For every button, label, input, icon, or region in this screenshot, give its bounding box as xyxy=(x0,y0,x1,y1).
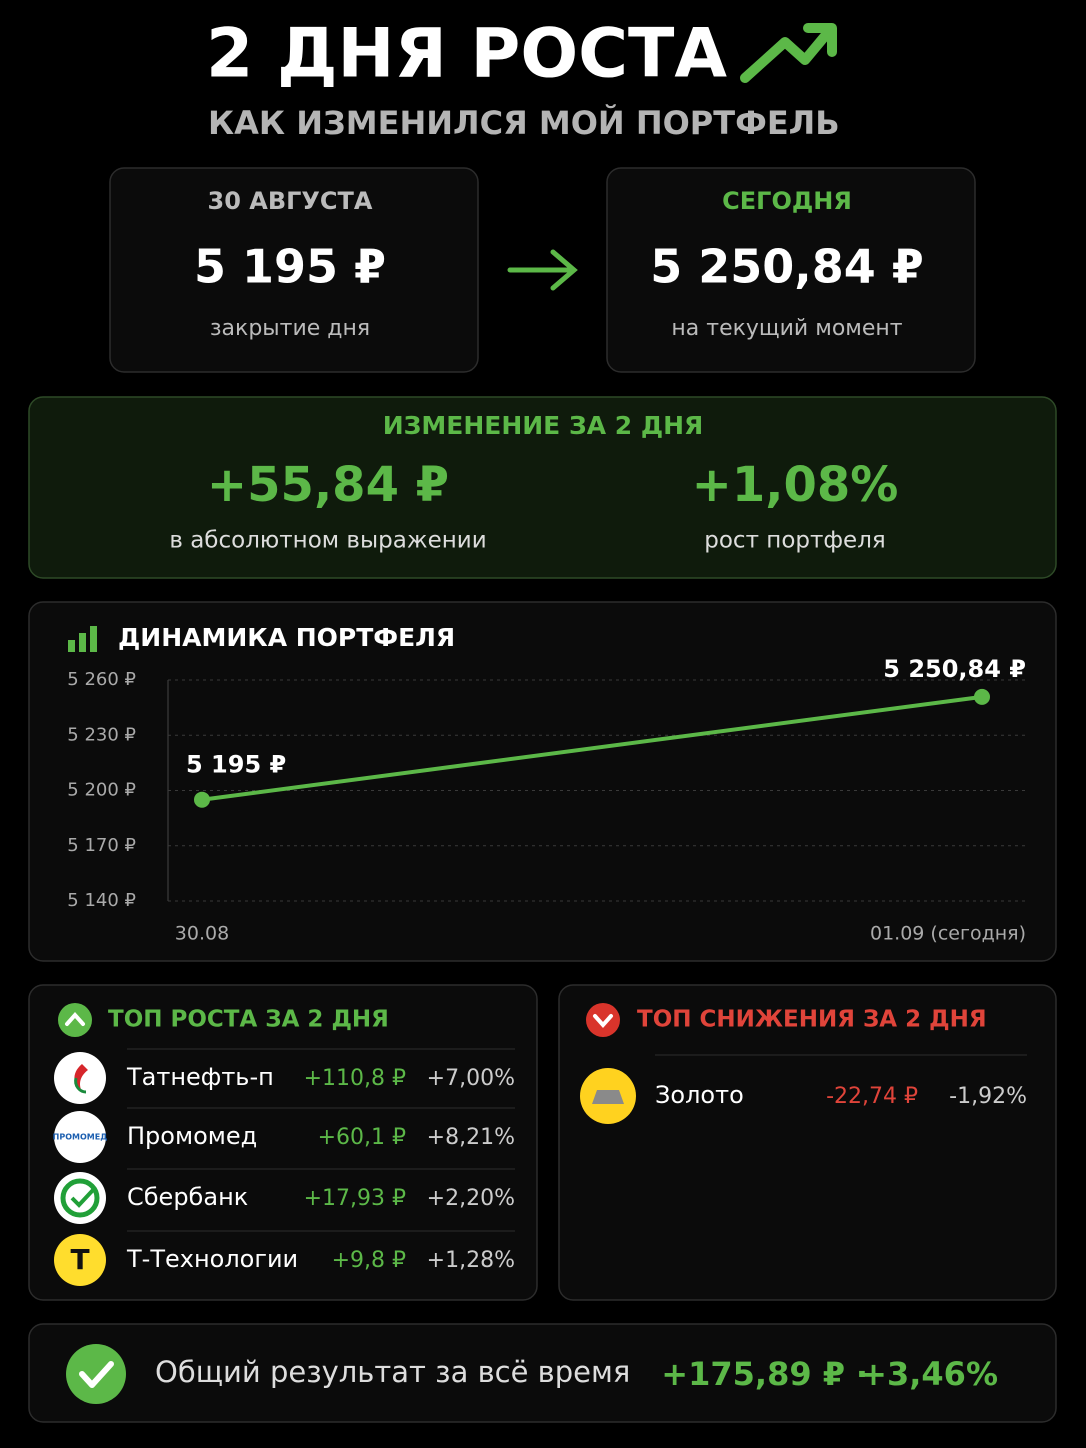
row-name: Татнефть-п xyxy=(126,1063,274,1091)
row-pct: +1,28% xyxy=(427,1248,515,1273)
y-tick-label: 5 200 ₽ xyxy=(67,780,136,801)
gainers-title: ТОП РОСТА ЗА 2 ДНЯ xyxy=(108,1007,389,1033)
gainers-panel xyxy=(28,984,538,1301)
card-value: 5 195 ₽ xyxy=(194,240,386,294)
card xyxy=(109,167,479,373)
change-absolute: +55,84 ₽ xyxy=(207,457,449,513)
y-tick-label: 5 260 ₽ xyxy=(67,669,136,690)
line-chart: 5 140 ₽ 5 170 ₽ 5 200 ₽ 5 230 ₽ 5 260 ₽ 30.08… xyxy=(67,655,1026,945)
chart-title: ДИНАМИКА ПОРТФЕЛЯ xyxy=(118,623,455,652)
total-abs: +175,89 ₽ xyxy=(661,1355,845,1393)
arrow xyxy=(507,249,578,291)
logos: ПРОМОМЕД Т xyxy=(53,1052,108,1286)
row-name: Промомед xyxy=(127,1122,257,1150)
change-percent: +1,08% xyxy=(692,457,899,513)
check-icon xyxy=(66,1344,126,1404)
card-note: на текущий момент xyxy=(671,316,902,341)
row-pct: +2,20% xyxy=(427,1186,515,1211)
title: 2 ДНЯ РОСТА xyxy=(206,15,727,94)
card-note: закрытие дня xyxy=(210,316,370,341)
change-title: ИЗМЕНЕНИЕ ЗА 2 ДНЯ xyxy=(383,411,704,440)
row-name: Сбербанк xyxy=(127,1183,248,1211)
row-name: Золото xyxy=(655,1081,744,1109)
x-tick-label: 01.09 (сегодня) xyxy=(870,923,1026,945)
card xyxy=(606,167,976,373)
row-abs: +9,8 ₽ xyxy=(332,1248,406,1273)
chart-panel xyxy=(28,601,1057,962)
total-label: Общий результат за всё время xyxy=(155,1355,630,1389)
losers-panel xyxy=(558,984,1057,1301)
losers-title: ТОП СНИЖЕНИЯ ЗА 2 ДНЯ xyxy=(637,1007,987,1033)
subtitle: КАК ИЗМЕНИЛСЯ МОЙ ПОРТФЕЛЬ xyxy=(208,104,840,142)
chart-icon xyxy=(68,626,97,652)
logo-text: ПРОМОМЕД xyxy=(53,1133,108,1142)
y-tick-label: 5 230 ₽ xyxy=(67,724,136,745)
row-pct: -1,92% xyxy=(949,1084,1027,1109)
check-mark xyxy=(79,1361,114,1388)
total-pct: +3,46% xyxy=(860,1355,998,1393)
up-chevron xyxy=(65,1011,85,1026)
up-icon xyxy=(58,1003,92,1037)
y-tick-label: 5 140 ₽ xyxy=(67,890,136,911)
total-panel xyxy=(28,1323,1057,1423)
logo-text: Т xyxy=(70,1243,89,1276)
trend-icon xyxy=(740,23,837,83)
card-label: 30 АВГУСТА xyxy=(208,187,373,215)
card-label: СЕГОДНЯ xyxy=(722,187,852,215)
total-separator: · xyxy=(856,1355,868,1393)
change-note: рост портфеля xyxy=(704,528,885,554)
row-abs: -22,74 ₽ xyxy=(826,1084,918,1109)
data-label: 5 195 ₽ xyxy=(186,751,286,779)
x-tick-label: 30.08 xyxy=(175,923,229,945)
card-value: 5 250,84 ₽ xyxy=(650,240,924,294)
gainers-list: Татнефть-п +110,8 ₽ +7,00% Промомед +60,1 ₽ +… xyxy=(126,1048,515,1273)
down-chevron xyxy=(593,1014,613,1029)
row-pct: +7,00% xyxy=(427,1066,515,1091)
row-name: Т-Технологии xyxy=(126,1245,298,1273)
change-panel xyxy=(28,396,1057,579)
point xyxy=(974,688,990,705)
point xyxy=(194,791,210,808)
data-label: 5 250,84 ₽ xyxy=(883,655,1026,683)
gold-bar xyxy=(592,1090,624,1104)
row-abs: +17,93 ₽ xyxy=(304,1186,406,1211)
line xyxy=(201,694,983,802)
down-icon xyxy=(586,1003,620,1037)
row-abs: +60,1 ₽ xyxy=(318,1125,406,1150)
row-abs: +110,8 ₽ xyxy=(304,1066,406,1091)
y-tick-label: 5 170 ₽ xyxy=(67,835,136,856)
change-note: в абсолютном выражении xyxy=(169,528,486,554)
row-pct: +8,21% xyxy=(427,1125,515,1150)
